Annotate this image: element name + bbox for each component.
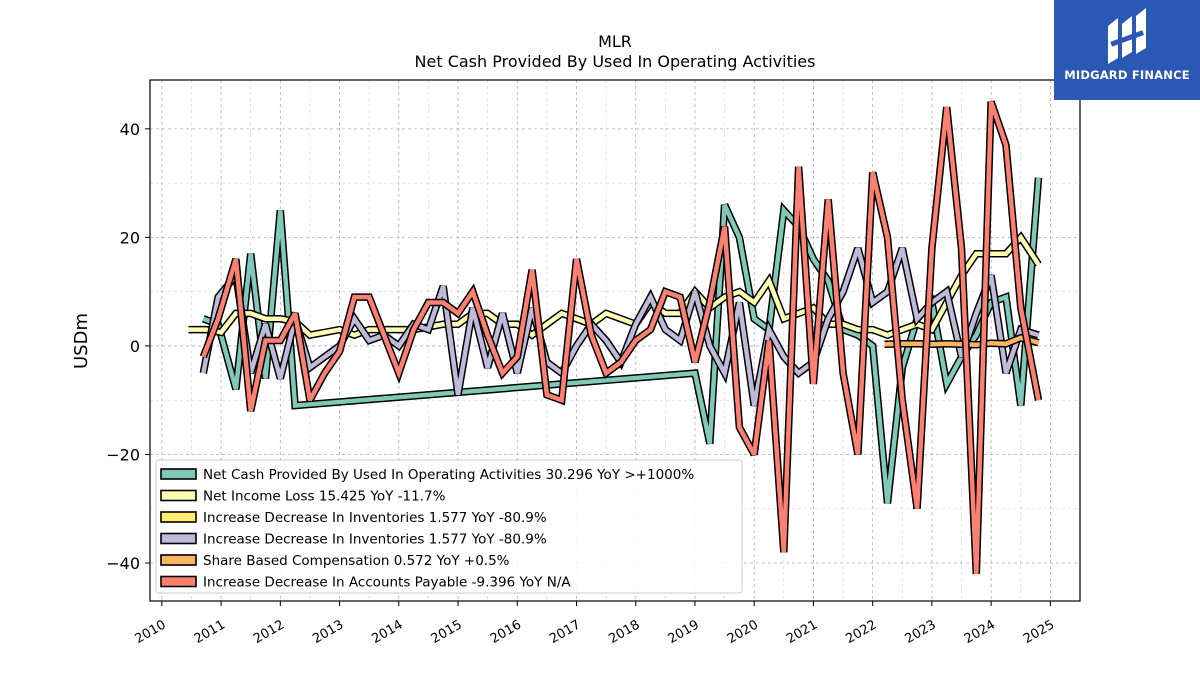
x-tick-label: 2021 bbox=[784, 617, 820, 647]
y-tick-label: −20 bbox=[106, 445, 140, 464]
logo-mark-icon bbox=[1108, 8, 1146, 64]
logo-text: MIDGARD FINANCE bbox=[1064, 68, 1190, 82]
y-tick-label: 40 bbox=[120, 120, 140, 139]
legend-entry: Increase Decrease In Inventories 1.577 Y… bbox=[203, 510, 547, 526]
x-tick-label: 2017 bbox=[547, 617, 583, 647]
legend-entry: Net Income Loss 15.425 YoY -11.7% bbox=[203, 489, 446, 505]
y-tick-label: 0 bbox=[130, 337, 140, 356]
x-tick-label: 2025 bbox=[1021, 617, 1057, 647]
series-line-4 bbox=[884, 335, 1040, 348]
legend-entry: Share Based Compensation 0.572 YoY +0.5% bbox=[203, 553, 510, 569]
legend-swatch bbox=[160, 489, 197, 502]
legend: Net Cash Provided By Used In Operating A… bbox=[155, 459, 743, 594]
legend-swatch bbox=[160, 511, 197, 523]
legend-swatch bbox=[160, 575, 197, 588]
legend-swatch bbox=[160, 468, 197, 480]
x-axis: 2010 2011 2012 2013 2014 2015 2016 2017 2018 2019… bbox=[132, 601, 1057, 647]
x-tick-label: 2016 bbox=[488, 617, 524, 647]
y-tick-label: 20 bbox=[120, 228, 140, 247]
x-tick-label: 2010 bbox=[132, 617, 168, 647]
chart-title: MLR bbox=[598, 32, 632, 51]
series-lines bbox=[188, 100, 1043, 575]
x-tick-label: 2013 bbox=[310, 617, 346, 647]
legend-entry: Net Cash Provided By Used In Operating A… bbox=[203, 467, 694, 483]
chart-subtitle: Net Cash Provided By Used In Operating A… bbox=[415, 52, 816, 71]
x-tick-label: 2023 bbox=[903, 617, 939, 647]
x-tick-label: 2019 bbox=[666, 617, 702, 647]
series-line-5 bbox=[201, 100, 1041, 575]
y-axis: −40 −20 0 20 40 bbox=[106, 120, 150, 573]
legend-entry: Increase Decrease In Inventories 1.577 Y… bbox=[203, 532, 547, 548]
y-axis-label: USDm bbox=[71, 313, 92, 369]
brand-logo: MIDGARD FINANCE bbox=[1054, 0, 1200, 100]
legend-swatch bbox=[160, 554, 197, 566]
plot-frame bbox=[149, 79, 1081, 602]
x-tick-label: 2011 bbox=[192, 617, 228, 647]
x-tick-label: 2024 bbox=[962, 617, 998, 647]
x-tick-label: 2022 bbox=[843, 617, 879, 647]
x-tick-label: 2018 bbox=[606, 617, 642, 647]
x-tick-label: 2012 bbox=[251, 617, 287, 647]
x-tick-label: 2020 bbox=[725, 617, 761, 647]
x-tick-label: 2014 bbox=[369, 617, 405, 647]
y-tick-label: −40 bbox=[106, 554, 140, 573]
legend-swatch bbox=[160, 532, 197, 545]
x-tick-label: 2015 bbox=[429, 617, 465, 647]
legend-entry: Increase Decrease In Accounts Payable -9… bbox=[203, 575, 571, 591]
legend-box bbox=[155, 459, 743, 594]
